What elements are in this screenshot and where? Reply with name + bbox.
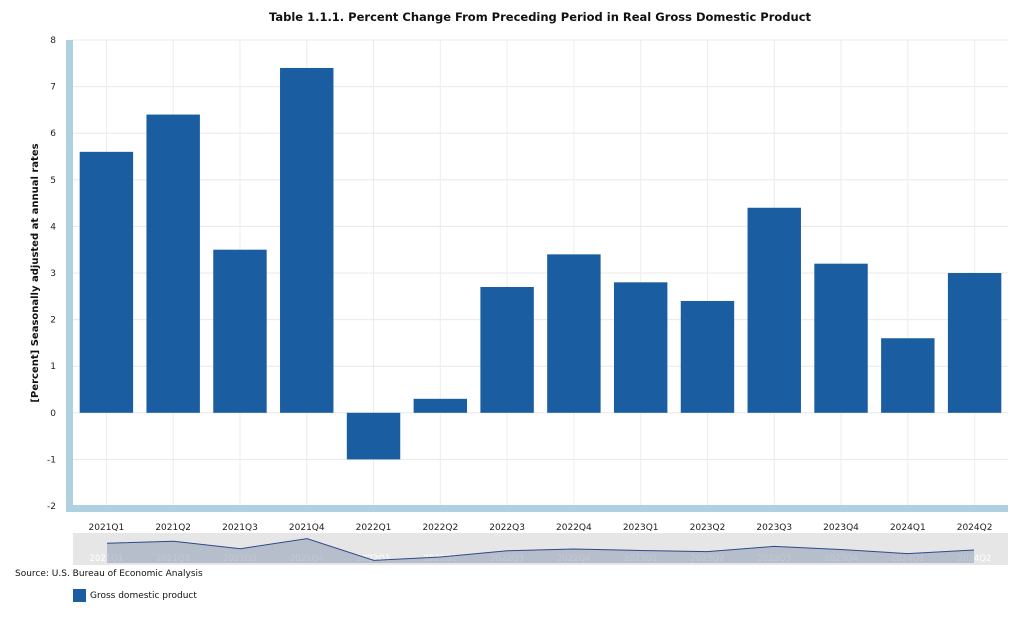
legend-label[interactable]: Gross domestic product	[90, 590, 197, 601]
source-note: Source: U.S. Bureau of Economic Analysis	[15, 569, 203, 579]
x-tick-label: 2022Q3	[489, 523, 525, 533]
legend[interactable]: Gross domestic product	[73, 589, 197, 602]
x-tick-label: 2023Q1	[623, 523, 659, 533]
x-tick-label: 2022Q2	[422, 523, 458, 533]
bar-2022Q2[interactable]	[413, 398, 468, 413]
x-tick-label: 2021Q3	[222, 523, 258, 533]
bar-2024Q1[interactable]	[881, 338, 935, 413]
bar-2022Q4[interactable]	[547, 254, 601, 413]
navigator[interactable]: 2021Q12021Q22021Q32021Q42022Q12022Q22022…	[73, 533, 1008, 565]
bar-2022Q3[interactable]	[480, 286, 534, 413]
y-axis-line	[66, 40, 73, 512]
bar-2023Q3[interactable]	[747, 207, 801, 413]
bar-2021Q4[interactable]	[280, 67, 334, 413]
y-tick-label: 5	[50, 176, 56, 186]
bar-2021Q2[interactable]	[146, 114, 200, 413]
y-tick-label: 7	[50, 83, 56, 93]
bar-2023Q1[interactable]	[613, 282, 668, 413]
y-tick-label: 8	[50, 36, 56, 46]
y-tick-label: -2	[47, 502, 56, 512]
x-tick-label: 2021Q4	[289, 523, 325, 533]
x-tick-label: 2023Q3	[756, 523, 792, 533]
navigator-line	[106, 538, 975, 561]
y-axis-label: [Percent] Seasonally adjusted at annual …	[30, 143, 41, 402]
chart-title: Table 1.1.1. Percent Change From Precedi…	[269, 10, 812, 24]
y-tick-label: 6	[50, 129, 56, 139]
y-tick-label: 0	[50, 409, 56, 419]
navigator-area	[107, 538, 974, 563]
y-tick-label: 4	[50, 222, 56, 232]
bar-2021Q1[interactable]	[79, 151, 134, 413]
y-tick-labels: 8 7 6 5 4 3 2 1 0 -1 -2	[47, 36, 56, 512]
y-tick-label: -1	[47, 455, 56, 465]
x-tick-label: 2023Q4	[823, 523, 859, 533]
y-tick-label: 3	[50, 269, 56, 279]
bar-2022Q1[interactable]	[346, 412, 401, 460]
bar-2023Q2[interactable]	[680, 300, 735, 413]
bar-2024Q2[interactable]	[947, 273, 1002, 413]
x-tick-label: 2023Q2	[690, 523, 726, 533]
x-tick-label: 2021Q1	[89, 523, 125, 533]
y-tick-label: 1	[50, 362, 56, 372]
legend-swatch[interactable]	[73, 589, 86, 602]
x-tick-label: 2022Q4	[556, 523, 592, 533]
x-tick-label: 2024Q2	[957, 523, 993, 533]
navigator-label: 2024Q2	[958, 554, 992, 564]
x-tick-labels: 2021Q1 2021Q2 2021Q3 2021Q4 2022Q1 2022Q2 2022…	[89, 523, 993, 533]
bars-layer	[79, 67, 1002, 460]
x-tick-label: 2022Q1	[356, 523, 392, 533]
bar-2021Q3[interactable]	[213, 249, 267, 413]
x-tick-label: 2024Q1	[890, 523, 926, 533]
x-tick-label: 2021Q2	[155, 523, 191, 533]
x-axis-line	[73, 505, 1008, 512]
navigator-label: 2022Q1	[357, 554, 391, 564]
navigator-label: 2021Q1	[90, 554, 124, 564]
bar-2023Q4[interactable]	[814, 263, 868, 413]
y-tick-label: 2	[50, 316, 56, 326]
